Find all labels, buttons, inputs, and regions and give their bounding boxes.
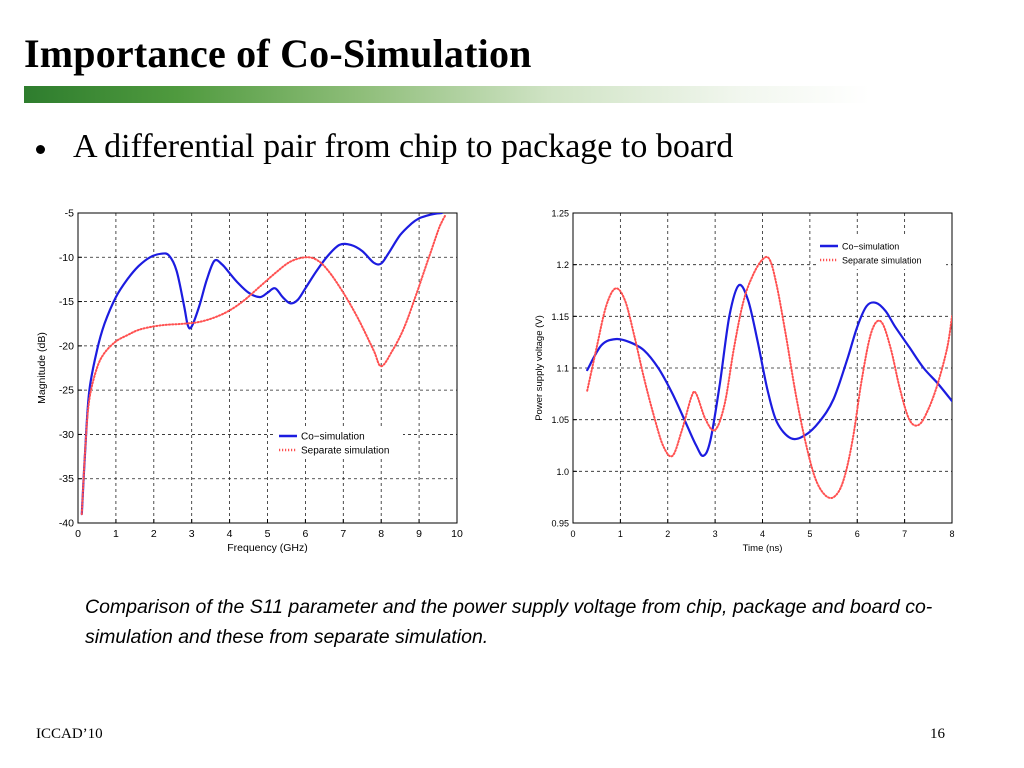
y-tick-label: -40: [59, 518, 74, 530]
series-line-separate-simulation: [80, 213, 447, 516]
bullet-text: A differential pair from chip to package…: [73, 128, 734, 165]
series-line-co-simulation: [586, 283, 952, 457]
series-line-separate-simulation: [586, 255, 952, 500]
supply-voltage-chart: 0 1 2 3 4 5 6 7 8 0.95 1.0 1.05 1.1 1.15 1.2 1.25 Time (…: [534, 209, 955, 555]
legend-label: Separate simulation: [842, 256, 922, 266]
series-line-co-simulation: [80, 213, 443, 516]
y-tick-label: 1.05: [551, 415, 569, 425]
x-tick-label: 8: [949, 529, 954, 539]
x-tick-label: 9: [416, 528, 422, 540]
y-tick-label: -25: [59, 385, 74, 397]
x-tick-label: 6: [302, 528, 308, 540]
slide-title: Importance of Co-Simulation: [24, 31, 532, 76]
y-tick-label: 1.0: [556, 467, 569, 477]
x-tick-label: 5: [265, 528, 271, 540]
y-tick-label: -5: [65, 208, 74, 220]
x-tick-label: 5: [807, 529, 812, 539]
x-tick-label: 0: [570, 529, 575, 539]
bullet-item: A differential pair from chip to package…: [36, 128, 733, 166]
y-axis-label: Power supply voltage (V): [534, 315, 545, 421]
bullet-dot-icon: [36, 144, 45, 154]
x-tick-label: 7: [340, 528, 346, 540]
y-tick-label: -20: [59, 340, 74, 352]
legend-label: Co−simulation: [842, 242, 899, 252]
x-tick-label: 0: [75, 528, 81, 540]
x-axis-label: Time (ns): [743, 543, 783, 554]
x-tick-label: 6: [855, 529, 860, 539]
y-tick-label: 1.2: [556, 260, 569, 270]
y-axis-label: Magnitude (dB): [36, 332, 48, 404]
y-tick-label: 1.1: [556, 364, 569, 374]
x-tick-label: 3: [713, 529, 718, 539]
legend-box: [275, 427, 403, 459]
y-tick-label: -35: [59, 473, 74, 485]
x-tick-label: 1: [113, 528, 119, 540]
legend-box: [816, 237, 946, 269]
footer-conference: ICCAD’10: [36, 726, 103, 742]
x-tick-label: 2: [151, 528, 157, 540]
x-tick-label: 7: [902, 529, 907, 539]
s11-magnitude-chart: 0 1 2 3 4 5 6 7 8 9 10 -5 -10 -15 -20 -25 -30 -35 -40 Frequ…: [36, 208, 463, 555]
y-tick-label: -10: [59, 252, 74, 264]
x-tick-label: 2: [665, 529, 670, 539]
title-gradient-bar: [24, 86, 870, 103]
legend-label: Co−simulation: [301, 432, 365, 443]
plot-frame: [77, 212, 458, 524]
y-tick-label: -15: [59, 296, 74, 308]
y-tick-label: 0.95: [551, 519, 569, 529]
x-tick-label: 10: [451, 528, 463, 540]
y-tick-label: 1.25: [551, 209, 569, 219]
x-tick-label: 3: [189, 528, 195, 540]
legend-label: Separate simulation: [301, 446, 389, 457]
y-tick-label: 1.15: [551, 312, 569, 322]
x-tick-label: 1: [618, 529, 623, 539]
x-tick-label: 4: [760, 529, 765, 539]
x-axis-label: Frequency (GHz): [227, 542, 308, 554]
figure-caption: Comparison of the S11 parameter and the …: [85, 596, 933, 648]
x-tick-label: 4: [227, 528, 233, 540]
page-number: 16: [930, 726, 945, 742]
x-tick-label: 8: [378, 528, 384, 540]
y-tick-label: -30: [59, 429, 74, 441]
